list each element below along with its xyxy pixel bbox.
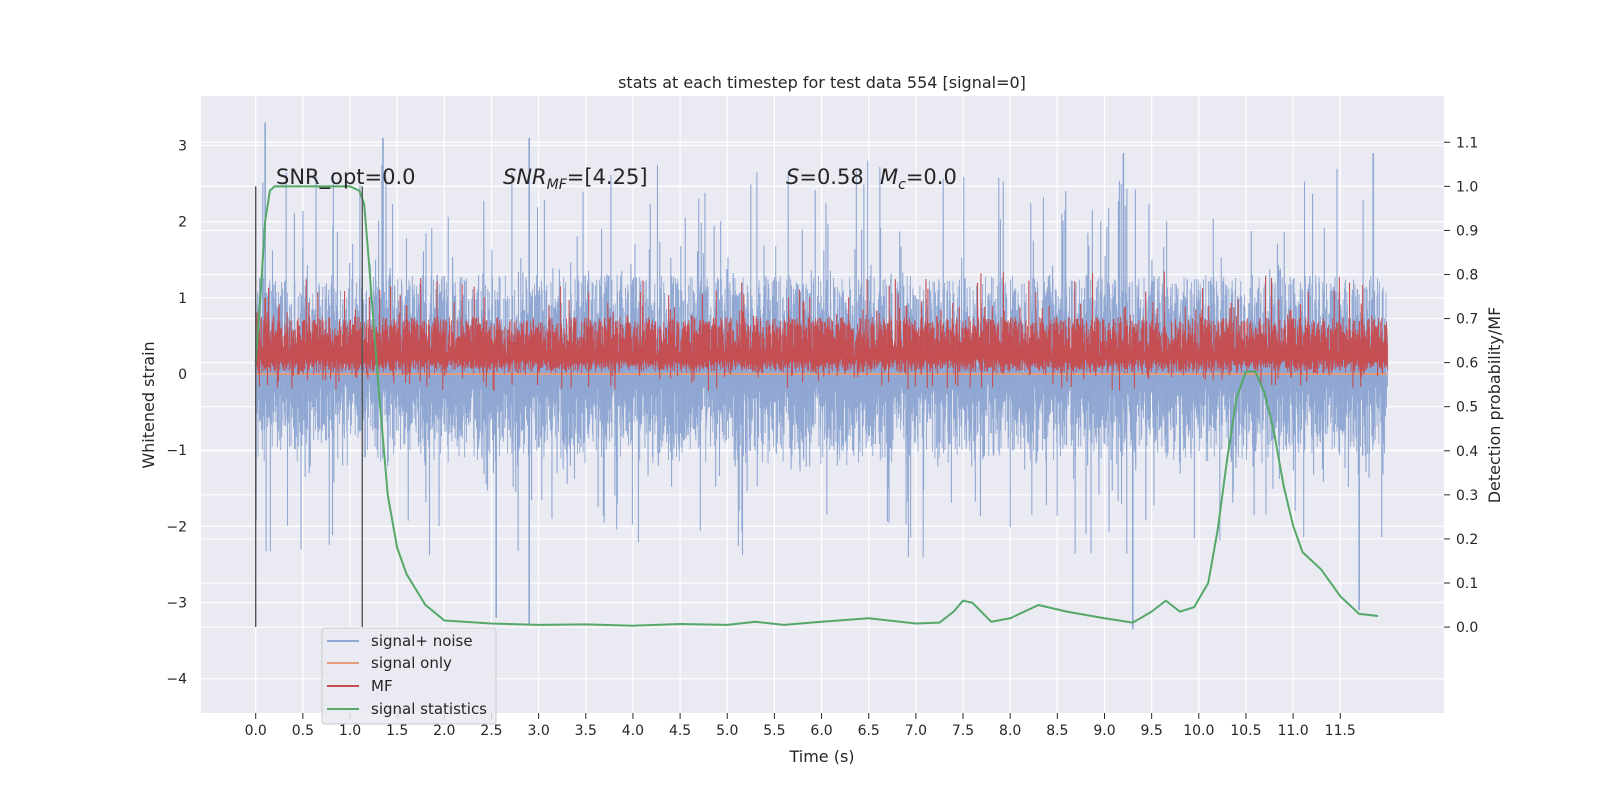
x-tick-label: 0.0 bbox=[245, 723, 267, 739]
y2-tick-label: 0.0 bbox=[1456, 620, 1478, 636]
y-tick-label: −3 bbox=[166, 596, 187, 612]
y-tick-label: −1 bbox=[166, 443, 187, 459]
legend: signal+ noise signal only MF signal stat… bbox=[321, 627, 497, 725]
y2-tick-label: 0.2 bbox=[1456, 532, 1478, 548]
y-axis-label: Whitened strain bbox=[139, 341, 158, 468]
legend-label-signal-statistics: signal statistics bbox=[371, 700, 487, 718]
y2-tick-label: 0.3 bbox=[1456, 488, 1478, 504]
x-tick-label: 9.0 bbox=[1093, 723, 1115, 739]
x-tick-label: 7.0 bbox=[905, 723, 927, 739]
x-tick-label: 9.5 bbox=[1141, 723, 1163, 739]
x-tick-label: 5.0 bbox=[716, 723, 738, 739]
x-tick-label: 4.0 bbox=[622, 723, 644, 739]
x-tick-label: 4.5 bbox=[669, 723, 691, 739]
y2-axis-label: Detection probability/MF bbox=[1485, 307, 1504, 504]
y2-tick-label: 0.5 bbox=[1456, 400, 1478, 416]
annotation-snr-mf: SNRMF=[4.25] bbox=[503, 165, 648, 193]
x-tick-label: 10.5 bbox=[1230, 723, 1261, 739]
annotation-mc-sub: c bbox=[898, 177, 906, 193]
y2-tick-label: 0.6 bbox=[1456, 356, 1478, 372]
x-tick-label: 5.5 bbox=[763, 723, 785, 739]
y-tick-label: 3 bbox=[178, 139, 187, 155]
series-spikes bbox=[256, 271, 1379, 391]
x-tick-label: 11.0 bbox=[1278, 723, 1309, 739]
legend-label-signal-noise: signal+ noise bbox=[371, 632, 473, 650]
y2-tick-label: 0.4 bbox=[1456, 444, 1478, 460]
x-axis-label: Time (s) bbox=[788, 747, 854, 766]
y-tick-label: 2 bbox=[178, 215, 187, 231]
y2-tick-label: 0.8 bbox=[1456, 267, 1478, 283]
window-markers bbox=[254, 186, 363, 628]
x-axis-ticks: 0.0 0.5 1.0 1.5 2.0 2.5 3.0 3.5 4.0 4.5 5.0 5.5 6.0 6… bbox=[245, 713, 1356, 739]
annotation-snr-opt: SNR_opt=0.0 bbox=[276, 165, 416, 190]
x-tick-label: 7.5 bbox=[952, 723, 974, 739]
annotation-s: S=0.58 bbox=[786, 165, 864, 189]
x-tick-label: 10.0 bbox=[1183, 723, 1214, 739]
x-tick-label: 6.0 bbox=[810, 723, 832, 739]
annotation-mc-value: =0.0 bbox=[906, 165, 957, 189]
y2-axis-ticks: 1.1 1.0 0.9 0.8 0.7 0.6 0.5 0.4 0.3 0.2 0.1 0.0 bbox=[1444, 135, 1478, 636]
x-tick-label: 0.5 bbox=[292, 723, 314, 739]
y2-tick-label: 0.7 bbox=[1456, 312, 1478, 328]
y-tick-label: 1 bbox=[178, 291, 187, 307]
x-tick-label: 1.0 bbox=[339, 723, 361, 739]
y2-tick-label: 1.0 bbox=[1456, 179, 1478, 195]
annotation-mc: Mc=0.0 bbox=[880, 165, 957, 193]
annotation-mc-label: M bbox=[880, 165, 898, 189]
x-tick-label: 8.0 bbox=[999, 723, 1021, 739]
x-tick-label: 2.5 bbox=[480, 723, 502, 739]
chart-title: stats at each timestep for test data 554… bbox=[618, 73, 1026, 92]
annotation-snr-mf-sub: MF bbox=[547, 177, 568, 193]
legend-label-signal-only: signal only bbox=[371, 654, 452, 672]
y2-tick-label: 0.1 bbox=[1456, 576, 1478, 592]
x-tick-label: 1.5 bbox=[386, 723, 408, 739]
y-axis-ticks: 3 2 1 0 −1 −2 −3 −4 bbox=[166, 139, 187, 688]
x-tick-label: 8.5 bbox=[1046, 723, 1068, 739]
x-tick-label: 2.0 bbox=[433, 723, 455, 739]
y2-tick-label: 0.9 bbox=[1456, 223, 1478, 239]
x-tick-label: 6.5 bbox=[858, 723, 880, 739]
y-tick-label: 0 bbox=[178, 367, 187, 383]
legend-box bbox=[321, 627, 497, 725]
legend-label-mf: MF bbox=[371, 677, 393, 695]
x-tick-label: 11.5 bbox=[1325, 723, 1356, 739]
x-tick-label: 3.5 bbox=[575, 723, 597, 739]
x-tick-label: 3.0 bbox=[527, 723, 549, 739]
y2-tick-label: 1.1 bbox=[1456, 135, 1478, 151]
annotation-snr-mf-rest: =[4.25] bbox=[567, 165, 648, 189]
y-tick-label: −4 bbox=[166, 672, 187, 688]
annotation-s-label: S bbox=[786, 165, 799, 189]
y-tick-label: −2 bbox=[166, 519, 187, 535]
annotation-s-value: =0.58 bbox=[799, 165, 863, 189]
annotation-snr-mf-base: SNR bbox=[503, 165, 547, 189]
